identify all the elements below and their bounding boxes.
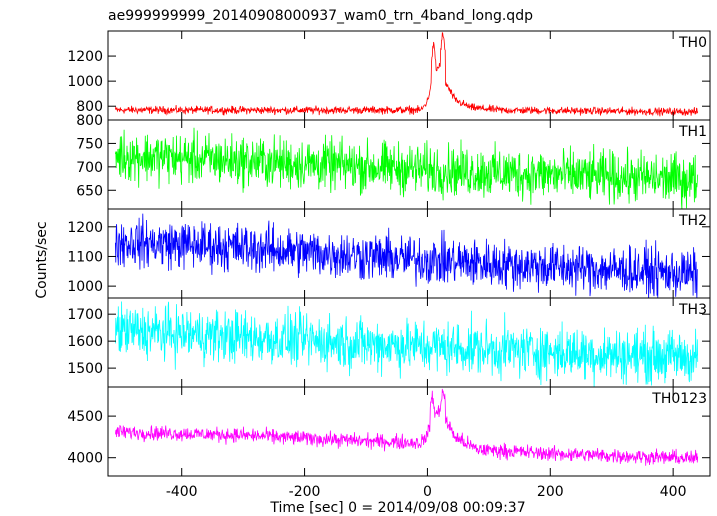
x-tick-label: -200 — [289, 484, 321, 500]
series-line-th2 — [115, 213, 698, 298]
x-tick-label: -400 — [166, 484, 198, 500]
panel-frame-th0123 — [107, 386, 711, 477]
series-line-th0 — [115, 32, 699, 117]
panel-label-th3: TH3 — [678, 302, 707, 318]
series-line-th1 — [115, 127, 699, 209]
y-tick-label: 1100 — [67, 249, 103, 265]
y-tick-label: 1200 — [67, 220, 103, 236]
y-tick-label: 1700 — [67, 307, 103, 323]
x-tick-label: 400 — [660, 484, 687, 500]
y-tick-label: 1000 — [67, 74, 103, 90]
y-tick-label: 800 — [76, 99, 103, 115]
y-tick-label: 4000 — [67, 451, 103, 467]
y-tick-label: 700 — [76, 160, 103, 176]
x-tick-label: 200 — [537, 484, 564, 500]
panel-label-th0123: TH0123 — [651, 391, 707, 407]
panel-label-th1: TH1 — [678, 124, 707, 140]
x-axis-label: Time [sec] 0 = 2014/09/08 00:09:37 — [269, 500, 525, 516]
y-tick-label: 1200 — [67, 49, 103, 65]
y-tick-label: 1600 — [67, 334, 103, 350]
y-tick-label: 4500 — [67, 409, 103, 425]
y-axis-label: Counts/sec — [34, 221, 50, 298]
panels: 800 1000 1200 TH0 650 700 750 800 TH1 1000 1100 120… — [67, 30, 711, 500]
y-tick-label: 1500 — [67, 361, 103, 377]
panel-label-th2: TH2 — [678, 213, 707, 229]
panel-label-th0: TH0 — [678, 35, 707, 51]
y-tick-label: 750 — [76, 136, 103, 152]
x-tick-label: 0 — [423, 484, 432, 500]
y-tick-label: 1000 — [67, 279, 103, 295]
series-line-th3 — [115, 301, 699, 387]
y-tick-label: 800 — [76, 113, 103, 129]
y-tick-label: 650 — [76, 183, 103, 199]
chart-title: ae999999999_20140908000937_wam0_trn_4ban… — [108, 8, 533, 24]
series-line-th0123 — [115, 388, 699, 466]
